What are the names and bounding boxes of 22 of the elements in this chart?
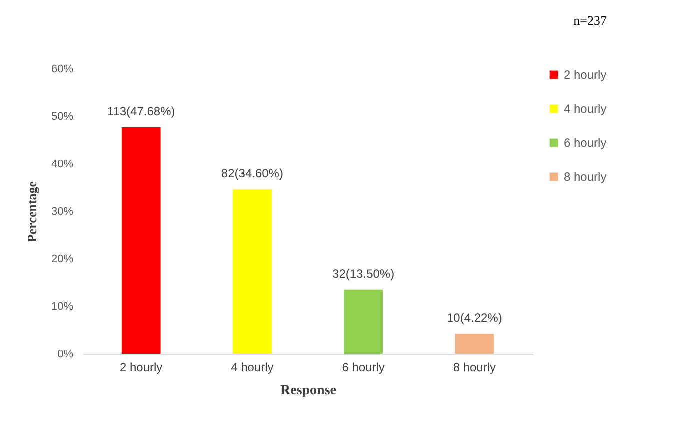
data-label: 82(34.60%): [221, 166, 284, 181]
y-tick-label: 60%: [51, 64, 74, 76]
y-tick-label: 50%: [51, 111, 74, 123]
legend-label: 6 hourly: [564, 136, 607, 150]
y-tick-label: 30%: [51, 206, 74, 218]
y-tick-label: 10%: [51, 301, 74, 313]
legend-label: 8 hourly: [564, 170, 607, 184]
x-tick-label: 2 hourly: [120, 360, 163, 374]
legend-label: 4 hourly: [564, 102, 607, 116]
y-tick-label: 20%: [51, 254, 74, 266]
y-tick-label: 0%: [58, 348, 74, 360]
data-label: 32(13.50%): [332, 266, 395, 281]
x-tick-label: 6 hourly: [342, 360, 385, 374]
x-axis-title: Response: [280, 384, 337, 398]
y-axis-title: Percentage: [24, 181, 40, 243]
text: n=237: [574, 13, 608, 28]
y-tick-label: 40%: [51, 158, 74, 170]
x-tick-label: 4 hourly: [231, 360, 274, 374]
data-label: 113(47.68%): [107, 104, 176, 119]
x-tick-label: 8 hourly: [453, 360, 496, 374]
data-label: 10(4.22%): [446, 310, 502, 325]
legend-label: 2 hourly: [564, 68, 607, 82]
